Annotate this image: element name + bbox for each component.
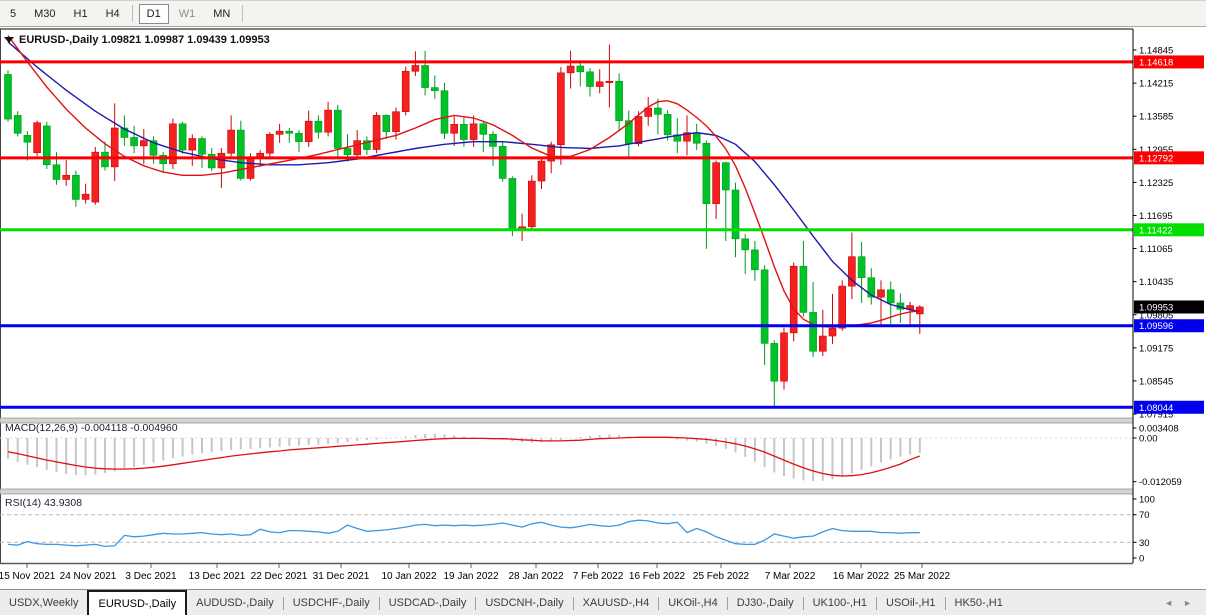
ma-fast-red-line <box>7 35 920 328</box>
svg-text:1.09175: 1.09175 <box>1139 343 1173 354</box>
svg-text:19 Jan 2022: 19 Jan 2022 <box>443 571 498 582</box>
tab-scroll-right-icon[interactable]: ► <box>1183 598 1192 608</box>
chart-tab-dj30-daily[interactable]: DJ30-,Daily <box>736 597 794 609</box>
ma-slow-blue-line <box>7 41 920 312</box>
svg-text:30: 30 <box>1139 538 1150 549</box>
price-badge-1.11422 <box>1134 223 1204 237</box>
svg-text:1.13585: 1.13585 <box>1139 112 1173 123</box>
svg-text:15 Nov 2021: 15 Nov 2021 <box>0 571 56 582</box>
level-lines[interactable] <box>0 60 1133 409</box>
macd-label: MACD(12,26,9) -0.004118 -0.004960 <box>5 422 178 434</box>
chart-tab-xauusd-h4[interactable]: XAUUSD-,H4 <box>582 597 650 609</box>
svg-text:1.11065: 1.11065 <box>1139 244 1173 255</box>
tab-divider <box>475 596 477 610</box>
svg-text:1.12325: 1.12325 <box>1139 178 1173 189</box>
price-badge-1.14618 <box>1134 55 1204 69</box>
timeframe-button-d1[interactable]: D1 <box>138 3 169 24</box>
price-pane <box>4 35 924 407</box>
chart-tab-eurusd-daily[interactable]: EURUSD-,Daily <box>87 590 188 615</box>
svg-text:1.09805: 1.09805 <box>1139 310 1173 321</box>
svg-text:31 Dec 2021: 31 Dec 2021 <box>313 571 370 582</box>
svg-text:1.09596: 1.09596 <box>1139 321 1173 332</box>
timeframe-button-mn[interactable]: MN <box>213 7 231 20</box>
chart-canvas[interactable]: 1.14845 1.14215 1.13585 1.12955 1.12325 1.116… <box>0 27 1206 589</box>
svg-text:1.11422: 1.11422 <box>1139 225 1173 236</box>
svg-text:3 Dec 2021: 3 Dec 2021 <box>125 571 177 582</box>
svg-text:1.11695: 1.11695 <box>1139 211 1173 222</box>
svg-text:16 Feb 2022: 16 Feb 2022 <box>629 571 686 582</box>
svg-text:0: 0 <box>1139 554 1144 565</box>
tab-divider <box>378 596 380 610</box>
chart-tab-usdchf-daily[interactable]: USDCHF-,Daily <box>292 597 370 609</box>
svg-text:1.14618: 1.14618 <box>1139 57 1173 68</box>
svg-text:-0.012059: -0.012059 <box>1139 477 1182 488</box>
toolbar-divider <box>242 5 244 22</box>
svg-text:25 Feb 2022: 25 Feb 2022 <box>693 571 750 582</box>
timeframe-button-h1[interactable]: H1 <box>73 7 88 20</box>
svg-text:1.12955: 1.12955 <box>1139 145 1173 156</box>
svg-text:0.003408: 0.003408 <box>1139 424 1179 435</box>
svg-text:25 Mar 2022: 25 Mar 2022 <box>894 571 951 582</box>
chart-tab-usdx-weekly[interactable]: USDX,Weekly <box>9 597 79 609</box>
timeframe-button-h4[interactable]: H4 <box>105 7 120 20</box>
svg-text:0.00: 0.00 <box>1139 434 1158 445</box>
svg-text:100: 100 <box>1139 495 1155 506</box>
svg-text:70: 70 <box>1139 510 1150 521</box>
toolbar-divider <box>131 5 133 22</box>
chart-tab-usdcad-daily[interactable]: USDCAD-,Daily <box>388 597 467 609</box>
tab-divider <box>944 596 946 610</box>
chart-tab-ukoil-h4[interactable]: UKOil-,H4 <box>668 597 718 609</box>
price-badge-1.08044 <box>1134 400 1204 414</box>
tab-divider <box>802 596 804 610</box>
tab-divider <box>726 596 728 610</box>
price-badge-1.09596 <box>1134 319 1204 333</box>
svg-text:13 Dec 2021: 13 Dec 2021 <box>189 571 246 582</box>
macd-histogram <box>7 433 921 482</box>
tab-divider <box>572 596 574 610</box>
svg-text:1.12792: 1.12792 <box>1139 153 1173 164</box>
svg-text:1.14845: 1.14845 <box>1139 46 1173 57</box>
timeframe-toolbar: 5 M30 H1 H4 D1 W1 MN <box>0 1 1206 27</box>
chart-tab-audusd-daily[interactable]: AUDUSD-,Daily <box>196 597 274 609</box>
chart-tab-uk100-h1[interactable]: UK100-,H1 <box>812 597 868 609</box>
timeframe-button-m30[interactable]: M30 <box>34 7 56 20</box>
price-badge-1.09953 <box>1134 300 1204 314</box>
macd-pane <box>0 433 1133 482</box>
tab-divider <box>658 596 660 610</box>
chart-tab-usdcnh-daily[interactable]: USDCNH-,Daily <box>485 597 564 609</box>
tab-divider <box>282 596 284 610</box>
rsi-line <box>7 519 920 548</box>
chart-tab-hk50-h1[interactable]: HK50-,H1 <box>954 597 1003 609</box>
svg-text:7 Feb 2022: 7 Feb 2022 <box>573 571 624 582</box>
date-axis: 15 Nov 2021 24 Nov 2021 3 Dec 2021 13 Dec 2… <box>0 564 951 582</box>
candles <box>4 44 924 407</box>
price-badge-1.12792 <box>1134 151 1204 165</box>
svg-text:7 Mar 2022: 7 Mar 2022 <box>765 571 816 582</box>
svg-text:16 Mar 2022: 16 Mar 2022 <box>833 571 890 582</box>
svg-text:24 Nov 2021: 24 Nov 2021 <box>60 571 117 582</box>
chart-tab-usoil-h1[interactable]: USOil-,H1 <box>886 597 936 609</box>
timeframe-button-w1[interactable]: W1 <box>178 7 196 20</box>
svg-text:1.08545: 1.08545 <box>1139 376 1173 387</box>
svg-text:22 Dec 2021: 22 Dec 2021 <box>251 571 308 582</box>
macd-signal-line <box>7 436 921 477</box>
chart-title: EURUSD-,Daily 1.09821 1.09987 1.09439 1.… <box>19 34 270 46</box>
price-axis: 1.14845 1.14215 1.13585 1.12955 1.12325 1.116… <box>1132 27 1206 589</box>
rsi-label: RSI(14) 43.9308 <box>5 497 82 509</box>
timeframe-button-5[interactable]: 5 <box>10 7 17 20</box>
svg-text:1.07915: 1.07915 <box>1139 410 1173 421</box>
svg-text:1.10435: 1.10435 <box>1139 277 1173 288</box>
rsi-pane <box>0 514 1133 548</box>
svg-text:28 Jan 2022: 28 Jan 2022 <box>508 571 563 582</box>
svg-text:1.09953: 1.09953 <box>1139 302 1173 313</box>
tab-scroll-left-icon[interactable]: ◄ <box>1164 598 1174 608</box>
symbol-dropdown-icon[interactable] <box>4 37 14 43</box>
svg-text:1.08044: 1.08044 <box>1139 403 1173 414</box>
svg-text:10 Jan 2022: 10 Jan 2022 <box>381 571 436 582</box>
svg-text:1.14215: 1.14215 <box>1139 79 1173 90</box>
symbol-tab-bar: USDX,Weekly EURUSD-,Daily AUDUSD-,Daily USD… <box>0 589 1206 615</box>
tab-divider <box>876 596 878 610</box>
